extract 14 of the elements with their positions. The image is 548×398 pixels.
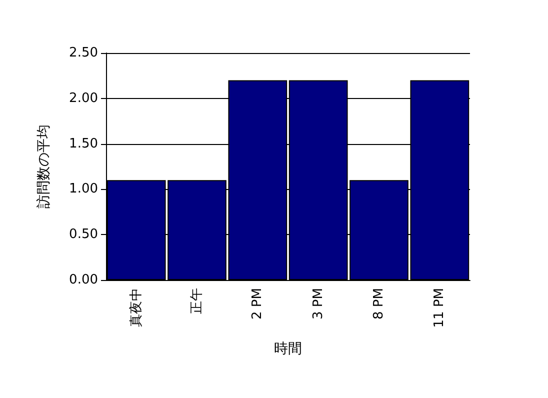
y-tick-label: 1.00	[69, 182, 98, 197]
x-tick-label: 11 PM	[432, 288, 448, 328]
x-tick-label: 2 PM	[250, 288, 266, 320]
y-tick-label: 0.00	[69, 272, 98, 288]
y-tick-label: 2.50	[69, 46, 98, 60]
y-tick-label: 0.50	[69, 227, 98, 242]
y-axis-title: 訪問数の平均	[36, 124, 52, 208]
x-tick-label: 3 PM	[310, 288, 326, 320]
x-axis-title: 時間	[274, 341, 302, 357]
x-tick-label: 正午	[190, 288, 204, 314]
y-tick-label: 2.00	[69, 90, 98, 106]
x-tick-label: 8 PM	[372, 288, 386, 320]
y-tick-label: 1.50	[69, 136, 98, 152]
x-tick-label: 真夜中	[128, 288, 144, 327]
